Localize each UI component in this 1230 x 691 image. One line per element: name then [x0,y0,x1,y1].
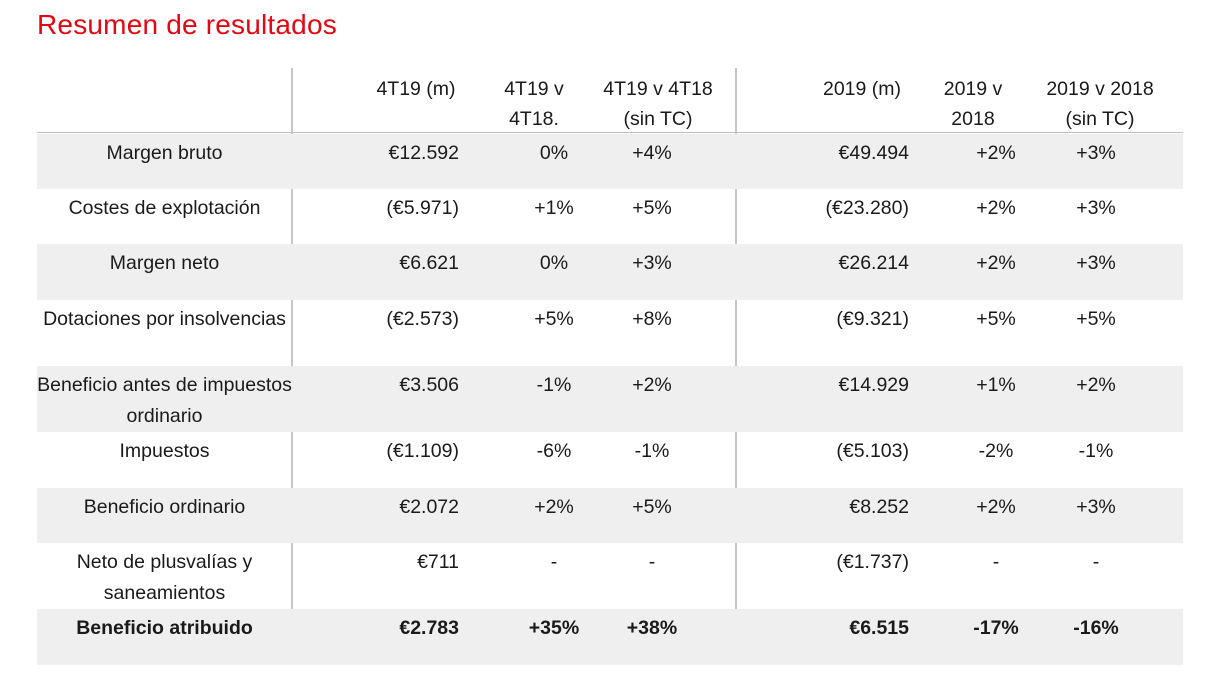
cell-4t19-v-4t18-sin-tc: +2% [632,374,672,396]
cell-2019-m: €6.515 [849,617,909,639]
cell-2019-m: (€23.280) [825,197,909,219]
cell-4t19-m: (€1.109) [386,440,459,462]
cell-2019-v-2018-sin-tc: -1% [1078,440,1114,462]
results-table: 4T19 (m) 4T19 v 4T18. 4T19 v 4T18 (sin T… [37,68,1183,665]
cell-4t19-v-4t18: 0% [539,142,569,164]
cell-2019-m: €14.929 [838,374,910,396]
row-label: Neto de plusvalías y saneamientos [76,551,253,604]
table-row: Beneficio antes de impuestos ordinario €… [37,366,1183,432]
cell-4t19-m: (€5.971) [386,197,459,219]
row-label: Beneficio ordinario [83,496,246,518]
header-4t19-v-4t18: 4T19 v 4T18. [504,78,564,130]
cell-4t19-m: €6.621 [399,252,459,274]
cell-2019-v-2018-sin-tc: +3% [1076,252,1116,274]
page-title: Resumen de resultados [37,9,337,40]
row-label: Margen neto [109,252,220,274]
table-row: Costes de explotación (€5.971) +1% +5% (… [37,189,1183,244]
cell-2019-v-2018-sin-tc: -16% [1073,617,1119,639]
table-row: Dotaciones por insolvencias (€2.573) +5%… [37,300,1183,366]
cell-4t19-m: (€2.573) [386,308,459,330]
header-4t19-m: 4T19 (m) [376,78,456,100]
cell-2019-v-2018: -2% [978,440,1014,462]
cell-2019-m: (€1.737) [836,551,909,573]
cell-4t19-v-4t18: 0% [539,252,569,274]
cell-4t19-m: €2.072 [399,496,459,518]
cell-4t19-v-4t18-sin-tc: -1% [634,440,670,462]
table-row: Margen bruto €12.592 0% +4% €49.494 +2% … [37,134,1183,189]
cell-2019-v-2018: -17% [973,617,1019,639]
table-row: Margen neto €6.621 0% +3% €26.214 +2% +3… [37,244,1183,300]
cell-2019-v-2018: +2% [976,496,1016,518]
cell-4t19-v-4t18: -6% [536,440,572,462]
cell-4t19-m: €3.506 [399,374,459,396]
cell-2019-v-2018-sin-tc: +3% [1076,197,1116,219]
header-2019-m: 2019 (m) [822,78,902,100]
cell-2019-v-2018: - [992,551,1000,573]
cell-4t19-v-4t18: +2% [534,496,574,518]
cell-2019-m: (€9.321) [836,308,909,330]
cell-2019-v-2018: +5% [976,308,1016,330]
cell-2019-v-2018: +2% [976,142,1016,164]
header-4t19-v-4t18-sin-tc: 4T19 v 4T18 (sin TC) [603,78,713,130]
cell-4t19-v-4t18-sin-tc: +8% [632,308,672,330]
cell-2019-v-2018: +2% [976,197,1016,219]
header-rule [37,132,1183,133]
cell-4t19-v-4t18: +5% [534,308,574,330]
cell-2019-m: €49.494 [838,142,910,164]
table-row: Neto de plusvalías y saneamientos €711 -… [37,543,1183,609]
cell-4t19-m: €2.783 [399,617,459,639]
header-2019-v-2018: 2019 v 2018 [943,78,1003,130]
table-row: Impuestos (€1.109) -6% -1% (€5.103) -2% … [37,432,1183,488]
row-label: Beneficio antes de impuestos ordinario [37,374,292,427]
cell-4t19-v-4t18: - [550,551,558,573]
cell-2019-v-2018: +1% [976,374,1016,396]
cell-2019-v-2018-sin-tc: +5% [1076,308,1116,330]
cell-4t19-m: €711 [417,551,459,573]
cell-2019-v-2018-sin-tc: - [1092,551,1100,573]
cell-4t19-v-4t18-sin-tc: +38% [626,617,678,639]
cell-2019-m: €8.252 [849,496,909,518]
row-label: Costes de explotación [68,197,261,219]
cell-2019-m: (€5.103) [836,440,909,462]
cell-4t19-v-4t18-sin-tc: +4% [632,142,672,164]
cell-4t19-m: €12.592 [388,142,460,164]
cell-4t19-v-4t18-sin-tc: +3% [632,252,672,274]
cell-2019-m: €26.214 [838,252,910,274]
cell-4t19-v-4t18: +1% [534,197,574,219]
cell-2019-v-2018: +2% [976,252,1016,274]
cell-4t19-v-4t18-sin-tc: +5% [632,496,672,518]
row-label: Margen bruto [106,142,223,164]
header-2019-v-2018-sin-tc: 2019 v 2018 (sin TC) [1046,78,1154,130]
cell-4t19-v-4t18-sin-tc: +5% [632,197,672,219]
row-label: Impuestos [119,440,210,462]
table-row: Beneficio ordinario €2.072 +2% +5% €8.25… [37,488,1183,543]
cell-2019-v-2018-sin-tc: +3% [1076,496,1116,518]
row-label: Beneficio atribuido [76,617,253,639]
cell-4t19-v-4t18-sin-tc: - [648,551,656,573]
cell-4t19-v-4t18: -1% [536,374,572,396]
row-label: Dotaciones por insolvencias [43,308,286,330]
cell-4t19-v-4t18: +35% [528,617,580,639]
table-row-total: Beneficio atribuido €2.783 +35% +38% €6.… [37,609,1183,665]
cell-2019-v-2018-sin-tc: +2% [1076,374,1116,396]
cell-2019-v-2018-sin-tc: +3% [1076,142,1116,164]
